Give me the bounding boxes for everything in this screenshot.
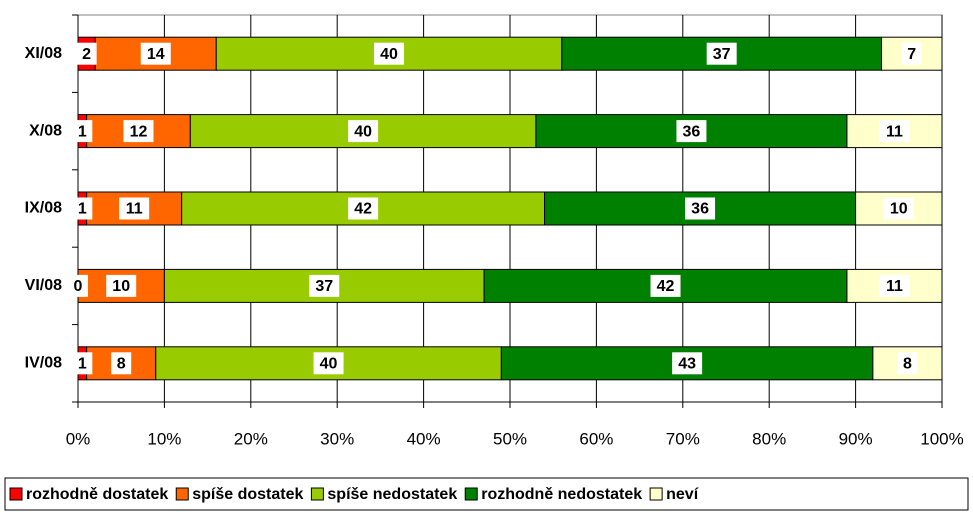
data-label: 10 <box>112 278 130 295</box>
data-label-bg <box>140 42 171 65</box>
data-label-bg <box>672 352 703 375</box>
data-label-bg <box>883 197 914 220</box>
data-label-bg <box>676 120 707 143</box>
data-label: 37 <box>315 278 333 295</box>
x-tick-label: 30% <box>320 429 354 448</box>
y-tick-label: IX/08 <box>25 200 62 217</box>
legend-label: spíše nedostatek <box>327 486 457 503</box>
data-label-bg <box>309 274 340 297</box>
data-label: 8 <box>117 356 126 373</box>
x-tick-label: 40% <box>407 429 441 448</box>
data-label-bg <box>123 120 154 143</box>
data-label-bg <box>111 352 132 375</box>
legend-label: neví <box>666 486 699 503</box>
legend-label: spíše dostatek <box>192 486 303 503</box>
y-tick-label: XI/08 <box>25 45 62 62</box>
data-label: 8 <box>903 356 912 373</box>
data-label: 0 <box>74 278 83 295</box>
x-tick-label: 100% <box>920 429 963 448</box>
data-label-bg <box>348 120 379 143</box>
x-tick-label: 90% <box>839 429 873 448</box>
data-label-bg <box>706 42 737 65</box>
data-label-bg <box>76 42 97 65</box>
data-label-bg <box>374 42 405 65</box>
data-label: 40 <box>380 46 398 63</box>
data-label: 43 <box>678 356 696 373</box>
data-label: 36 <box>691 201 709 218</box>
data-label-bg <box>685 197 716 220</box>
data-label: 1 <box>78 201 87 218</box>
data-label-bg <box>68 274 88 297</box>
x-tick-label: 0% <box>66 429 91 448</box>
data-label: 42 <box>657 278 675 295</box>
x-tick-label: 20% <box>234 429 268 448</box>
data-label: 2 <box>82 46 91 63</box>
data-label-bg <box>879 120 910 143</box>
x-tick-label: 60% <box>579 429 613 448</box>
data-label-bg <box>72 197 93 220</box>
data-label-bg <box>348 197 379 220</box>
legend-label: rozhodně nedostatek <box>481 486 642 503</box>
data-label: 12 <box>130 123 148 140</box>
y-tick-label: IV/08 <box>25 355 62 372</box>
y-tick-label: X/08 <box>29 122 62 139</box>
legend-swatch <box>9 487 23 501</box>
y-tick-label: VI/08 <box>25 277 62 294</box>
data-label: 11 <box>886 123 903 140</box>
data-label: 7 <box>907 46 916 63</box>
legend-swatch <box>649 487 663 501</box>
data-label: 37 <box>713 46 731 63</box>
data-label: 42 <box>354 201 372 218</box>
legend-label: rozhodně dostatek <box>26 486 168 503</box>
x-tick-label: 50% <box>493 429 527 448</box>
legend-swatch <box>310 487 324 501</box>
data-label: 36 <box>683 123 701 140</box>
data-label-bg <box>901 42 922 65</box>
x-tick-label: 10% <box>147 429 181 448</box>
x-tick-label: 80% <box>752 429 786 448</box>
data-label: 14 <box>147 46 165 63</box>
data-label-bg <box>106 274 137 297</box>
data-label-bg <box>897 352 918 375</box>
data-label-bg <box>72 352 93 375</box>
data-label-bg <box>313 352 344 375</box>
x-tick-label: 70% <box>666 429 700 448</box>
data-label-bg <box>72 120 93 143</box>
data-label: 11 <box>886 278 903 295</box>
data-label: 1 <box>78 356 87 373</box>
legend-box <box>4 477 969 511</box>
data-label: 40 <box>354 123 372 140</box>
data-label: 1 <box>78 123 87 140</box>
data-label-bg <box>119 197 150 220</box>
data-label-bg <box>650 274 681 297</box>
legend-swatch <box>464 487 478 501</box>
data-label: 11 <box>126 201 143 218</box>
data-label-bg <box>879 274 910 297</box>
legend-swatch <box>175 487 189 501</box>
data-label: 40 <box>320 356 338 373</box>
data-label: 10 <box>890 201 908 218</box>
